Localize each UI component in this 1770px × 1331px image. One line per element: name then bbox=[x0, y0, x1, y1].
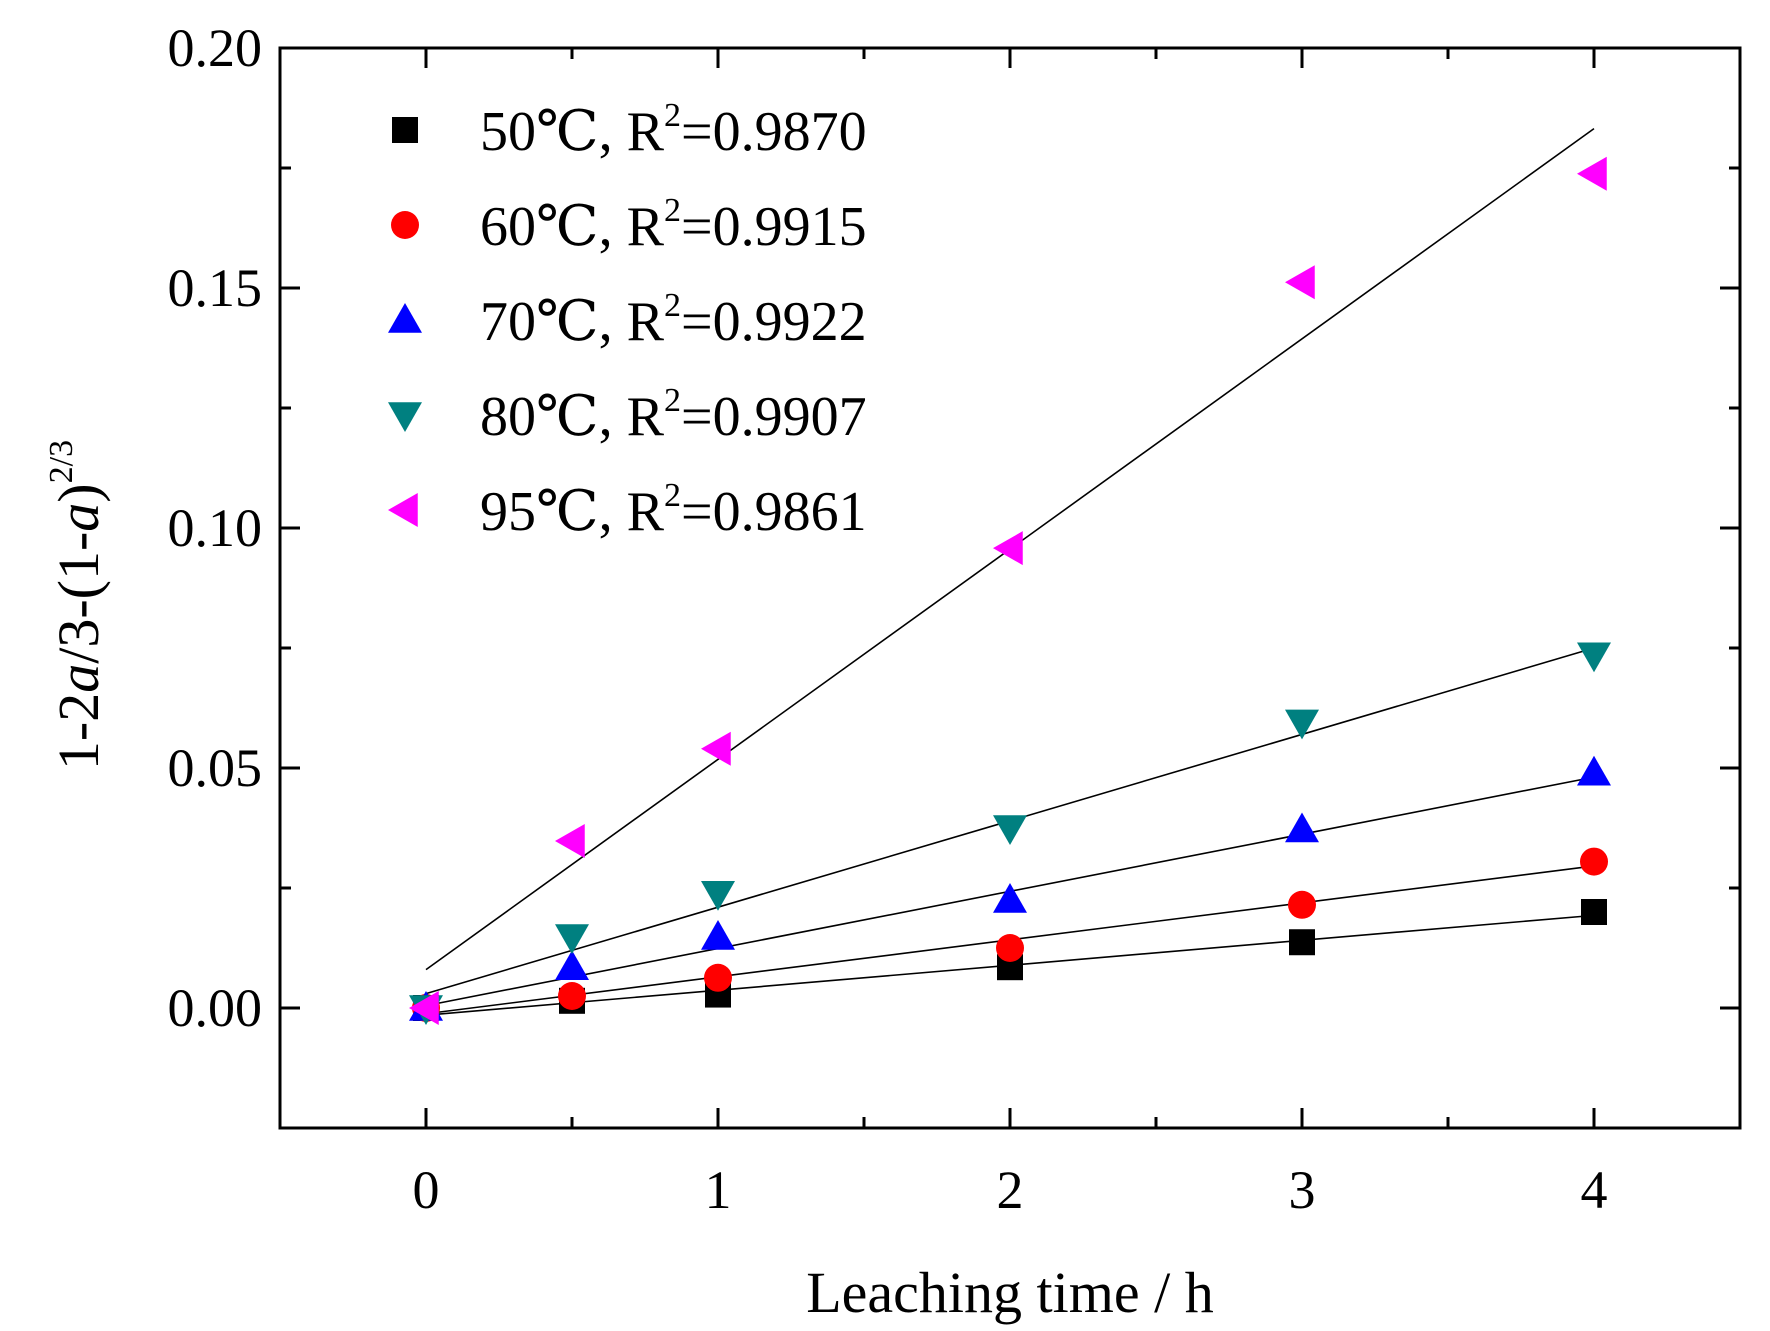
fit-lines bbox=[425, 127, 1595, 1016]
x-tick-label: 1 bbox=[705, 1160, 732, 1220]
data-point-70 bbox=[1577, 755, 1611, 786]
legend-label-80: 80℃, R2=0.9907 bbox=[480, 382, 867, 448]
legend-r2-label: R bbox=[627, 291, 665, 353]
axis-ticks: 0 1 2 3 4 0.00 0.05 0.10 0.15 0.20 bbox=[168, 18, 1740, 1220]
data-point-95 bbox=[1577, 156, 1607, 191]
legend-r2-sup: 2 bbox=[664, 382, 681, 419]
y-axis-title-prefix: 1-2 bbox=[46, 693, 111, 770]
data-point-70 bbox=[701, 919, 735, 950]
legend-marker-50 bbox=[392, 117, 418, 143]
legend-marker-80 bbox=[388, 402, 422, 432]
data-point-50 bbox=[1581, 899, 1607, 925]
legend-r2-sup: 2 bbox=[664, 97, 681, 134]
data-point-60 bbox=[1288, 890, 1316, 919]
data-point-70 bbox=[993, 883, 1027, 913]
legend-r2-label: R bbox=[627, 101, 665, 163]
data-point-80 bbox=[1577, 642, 1611, 673]
data-point-60 bbox=[996, 934, 1024, 962]
legend-r2-label: R bbox=[627, 481, 665, 543]
legend-temp: 80℃, bbox=[480, 386, 627, 448]
data-point-70 bbox=[1285, 812, 1319, 843]
legend-r2-label: R bbox=[627, 196, 665, 258]
data-point-60 bbox=[558, 982, 586, 1010]
data-point-80 bbox=[701, 881, 735, 911]
legend-r2-label: R bbox=[627, 386, 665, 448]
legend-r2-sup: 2 bbox=[664, 192, 681, 229]
legend-r2-value: =0.9861 bbox=[681, 481, 867, 543]
y-axis-title-exponent: 2/3 bbox=[43, 440, 80, 483]
y-tick-label: 0.20 bbox=[168, 18, 263, 78]
legend-label-95: 95℃, R2=0.9861 bbox=[480, 477, 867, 543]
legend-marker-70 bbox=[388, 303, 422, 333]
data-point-95 bbox=[993, 531, 1023, 566]
data-point-80 bbox=[993, 815, 1027, 845]
y-axis-title-close: ) bbox=[46, 483, 111, 502]
data-markers bbox=[409, 156, 1611, 1025]
x-axis-title: Leaching time / h bbox=[806, 1260, 1213, 1325]
y-axis-title-italic-a-2: a bbox=[46, 503, 111, 532]
data-point-95 bbox=[555, 823, 585, 858]
data-point-95 bbox=[701, 731, 731, 766]
y-tick-label: 0.00 bbox=[168, 978, 263, 1038]
data-point-50 bbox=[1289, 929, 1315, 956]
y-tick-label: 0.10 bbox=[168, 498, 263, 558]
data-point-60 bbox=[1580, 847, 1608, 876]
legend-marker-95 bbox=[388, 493, 418, 527]
y-axis-title-italic-a: a bbox=[46, 664, 111, 693]
data-point-60 bbox=[704, 963, 732, 992]
legend-label-50: 50℃, R2=0.9870 bbox=[480, 97, 867, 163]
y-tick-label: 0.05 bbox=[168, 738, 263, 798]
legend-temp: 60℃, bbox=[480, 196, 627, 258]
legend-r2-value: =0.9907 bbox=[681, 386, 867, 448]
data-point-80 bbox=[1285, 709, 1319, 740]
legend-label-70: 70℃, R2=0.9922 bbox=[480, 287, 867, 353]
data-point-70 bbox=[555, 950, 589, 980]
legend-r2-value: =0.9922 bbox=[681, 291, 867, 353]
legend-marker-60 bbox=[391, 211, 419, 239]
x-tick-label: 0 bbox=[413, 1160, 440, 1220]
data-point-95 bbox=[409, 991, 439, 1025]
x-tick-label: 3 bbox=[1289, 1160, 1316, 1220]
x-tick-label: 2 bbox=[997, 1160, 1024, 1220]
legend-temp: 95℃, bbox=[480, 481, 627, 543]
legend-temp: 50℃, bbox=[480, 101, 627, 163]
y-tick-label: 0.15 bbox=[168, 258, 263, 318]
x-tick-label: 4 bbox=[1581, 1160, 1608, 1220]
y-axis-title: 1-2a/3-(1-a)2/3 bbox=[43, 440, 111, 770]
legend-label-60: 60℃, R2=0.9915 bbox=[480, 192, 867, 258]
y-axis-title-middle: /3-(1- bbox=[46, 532, 111, 664]
legend-r2-sup: 2 bbox=[664, 477, 681, 514]
legend-r2-value: =0.9870 bbox=[681, 101, 867, 163]
data-point-80 bbox=[555, 924, 589, 954]
legend-temp: 70℃, bbox=[480, 291, 627, 353]
legend-r2-value: =0.9915 bbox=[681, 196, 867, 258]
data-point-95 bbox=[1285, 265, 1315, 300]
legend-r2-sup: 2 bbox=[664, 287, 681, 324]
